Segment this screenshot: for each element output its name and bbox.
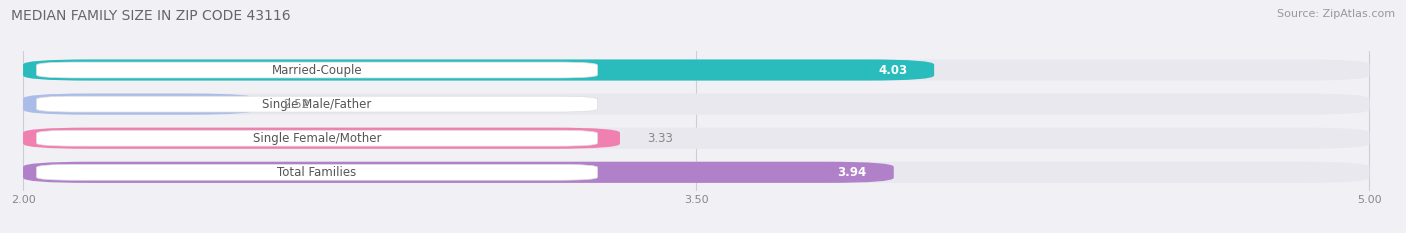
Text: 4.03: 4.03 [879,64,907,76]
Text: 3.94: 3.94 [838,166,868,179]
FancyBboxPatch shape [37,164,598,180]
FancyBboxPatch shape [22,93,256,115]
Text: Source: ZipAtlas.com: Source: ZipAtlas.com [1277,9,1395,19]
Text: Married-Couple: Married-Couple [271,64,363,76]
Text: Single Female/Mother: Single Female/Mother [253,132,381,145]
FancyBboxPatch shape [22,93,1369,115]
FancyBboxPatch shape [37,62,598,78]
Text: Single Male/Father: Single Male/Father [263,98,371,111]
Text: 2.52: 2.52 [284,98,309,111]
FancyBboxPatch shape [22,128,620,149]
FancyBboxPatch shape [22,162,894,183]
FancyBboxPatch shape [22,59,934,81]
Text: MEDIAN FAMILY SIZE IN ZIP CODE 43116: MEDIAN FAMILY SIZE IN ZIP CODE 43116 [11,9,291,23]
Text: 3.33: 3.33 [647,132,673,145]
FancyBboxPatch shape [37,130,598,146]
Text: Total Families: Total Families [277,166,357,179]
FancyBboxPatch shape [22,128,1369,149]
FancyBboxPatch shape [22,59,1369,81]
FancyBboxPatch shape [22,162,1369,183]
FancyBboxPatch shape [37,96,598,112]
